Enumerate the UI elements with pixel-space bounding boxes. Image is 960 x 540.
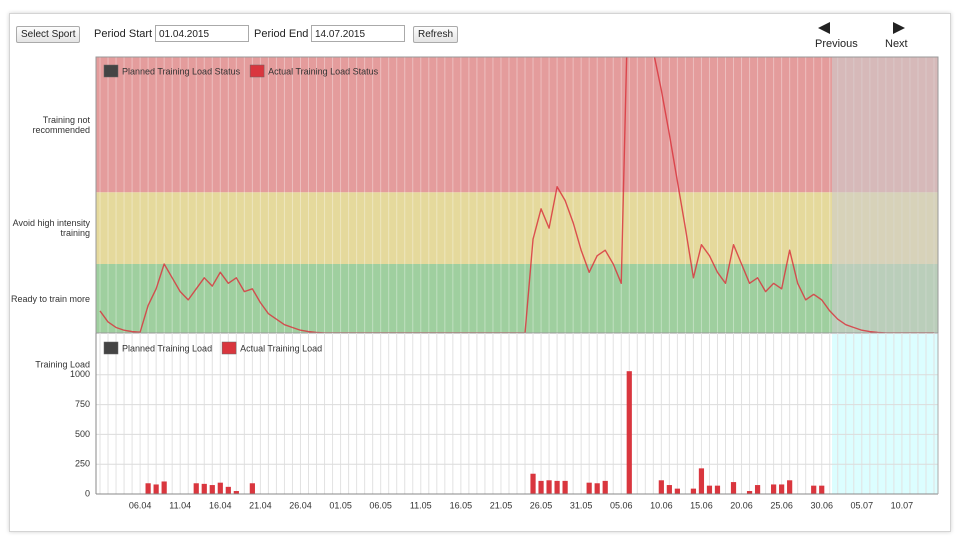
zone [96,57,938,193]
y-tick-label: 250 [75,459,90,469]
bar [201,483,207,494]
next-icon[interactable] [893,22,905,34]
x-tick-label: 10.07 [891,500,914,510]
x-tick-label: 15.06 [690,500,713,510]
refresh-button[interactable]: Refresh [413,26,459,43]
legend-swatch [249,64,265,78]
select-sport-button[interactable]: Select Sport [16,26,81,43]
legend-label: Actual Training Load Status [268,66,379,76]
bar [658,480,664,494]
x-tick-label: 05.06 [610,500,633,510]
x-tick-label: 31.05 [570,500,593,510]
x-tick-label: 26.05 [530,500,553,510]
bar [706,485,713,494]
bar [546,480,552,494]
zone [96,264,938,333]
x-tick-label: 26.04 [289,500,312,510]
zone [96,192,938,264]
legend-swatch [103,64,119,78]
bar [249,483,255,494]
bar [145,483,151,494]
bar [161,481,167,494]
bar [754,485,761,494]
x-tick-label: 16.04 [209,500,232,510]
bar [698,468,705,494]
bar [666,485,672,494]
bar [233,491,239,494]
bar [771,484,777,494]
x-tick-label: 21.05 [490,500,513,510]
x-tick-label: 01.05 [329,500,352,510]
bar [730,482,737,494]
x-tick-label: 05.07 [851,500,874,510]
y-tick-label: 750 [75,399,90,409]
next-button[interactable]: Next [885,38,908,50]
previous-icon[interactable] [818,22,830,34]
bar [746,491,753,494]
bar [193,483,199,494]
bar [787,480,793,494]
bar [779,484,785,494]
period-end-label: Period End [254,28,309,40]
zone-label: Training not recommended [32,114,90,135]
bar [217,482,223,494]
bar [819,485,825,494]
period-start-label: Period Start [94,28,153,40]
legend-swatch [103,341,119,355]
legend-label: Actual Training Load [240,343,322,353]
bar [811,485,817,494]
y-axis-label: Training Load [35,359,90,369]
period-start-input[interactable]: 01.04.2015 [155,25,249,42]
status-line [99,57,934,333]
bar [209,485,215,494]
x-tick-label: 11.05 [410,500,432,510]
x-tick-label: 30.06 [810,500,833,510]
legend-label: Planned Training Load Status [122,66,241,76]
x-tick-label: 25.06 [770,500,793,510]
bar [594,483,600,494]
bar [554,480,560,494]
x-tick-label: 11.04 [169,500,191,510]
forecast-overlay [832,334,938,494]
bar [530,473,536,494]
bar [690,488,697,494]
bar [714,485,721,494]
x-tick-label: 21.04 [249,500,272,510]
bar [562,480,568,494]
zone-label: Ready to train more [10,293,90,304]
y-tick-label: 500 [75,429,90,439]
bar [153,484,159,494]
bar [626,371,632,494]
x-tick-label: 06.04 [129,500,152,510]
bar [674,488,680,494]
bar [538,480,544,494]
y-tick-label: 1000 [70,369,90,379]
x-tick-label: 20.06 [730,500,753,510]
x-tick-label: 10.06 [650,500,673,510]
forecast-overlay [832,57,938,333]
x-tick-label: 06.05 [369,500,392,510]
bar [602,480,608,494]
x-tick-label: 16.05 [450,500,473,510]
legend-label: Planned Training Load [122,343,212,353]
bar [225,486,231,494]
y-tick-label: 0 [85,488,90,498]
legend-swatch [221,341,237,355]
period-end-input[interactable]: 14.07.2015 [311,25,405,42]
zone-label: Avoid high intensity training [12,218,90,239]
previous-button[interactable]: Previous [815,38,858,50]
bar [586,482,592,494]
